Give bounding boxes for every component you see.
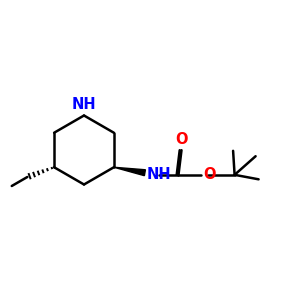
Text: NH: NH (72, 97, 96, 112)
Polygon shape (114, 167, 146, 176)
Text: O: O (203, 167, 216, 182)
Text: O: O (175, 132, 188, 147)
Text: NH: NH (146, 167, 171, 182)
